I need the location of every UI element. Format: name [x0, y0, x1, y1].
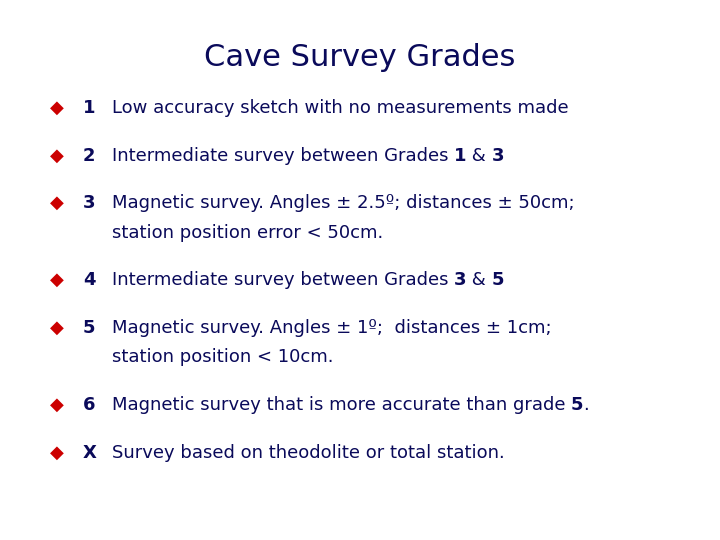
Text: Intermediate survey between Grades: Intermediate survey between Grades	[112, 146, 454, 165]
Text: 6: 6	[83, 396, 95, 414]
Text: ◆: ◆	[50, 271, 64, 289]
Text: &: &	[467, 146, 492, 165]
Text: Magnetic survey. Angles ± 1º;  distances ± 1cm;: Magnetic survey. Angles ± 1º; distances …	[112, 319, 552, 337]
Text: Cave Survey Grades: Cave Survey Grades	[204, 43, 516, 72]
Text: 2: 2	[83, 146, 95, 165]
Text: 5: 5	[571, 396, 583, 414]
Text: Magnetic survey that is more accurate than grade: Magnetic survey that is more accurate th…	[112, 396, 571, 414]
Text: 3: 3	[454, 271, 467, 289]
Text: &: &	[467, 271, 492, 289]
Text: .: .	[583, 396, 589, 414]
Text: ◆: ◆	[50, 99, 64, 117]
Text: 5: 5	[83, 319, 95, 337]
Text: ◆: ◆	[50, 443, 64, 462]
Text: 1: 1	[454, 146, 467, 165]
Text: 4: 4	[83, 271, 95, 289]
Text: ◆: ◆	[50, 319, 64, 337]
Text: station position < 10cm.: station position < 10cm.	[112, 348, 333, 367]
Text: 3: 3	[492, 146, 504, 165]
Text: 5: 5	[492, 271, 504, 289]
Text: ◆: ◆	[50, 194, 64, 212]
Text: 3: 3	[83, 194, 95, 212]
Text: station position error < 50cm.: station position error < 50cm.	[112, 224, 383, 242]
Text: X: X	[83, 443, 96, 462]
Text: Intermediate survey between Grades: Intermediate survey between Grades	[112, 271, 454, 289]
Text: 1: 1	[83, 99, 95, 117]
Text: Survey based on theodolite or total station.: Survey based on theodolite or total stat…	[112, 443, 504, 462]
Text: Low accuracy sketch with no measurements made: Low accuracy sketch with no measurements…	[112, 99, 568, 117]
Text: ◆: ◆	[50, 396, 64, 414]
Text: ◆: ◆	[50, 146, 64, 165]
Text: Magnetic survey. Angles ± 2.5º; distances ± 50cm;: Magnetic survey. Angles ± 2.5º; distance…	[112, 194, 575, 212]
